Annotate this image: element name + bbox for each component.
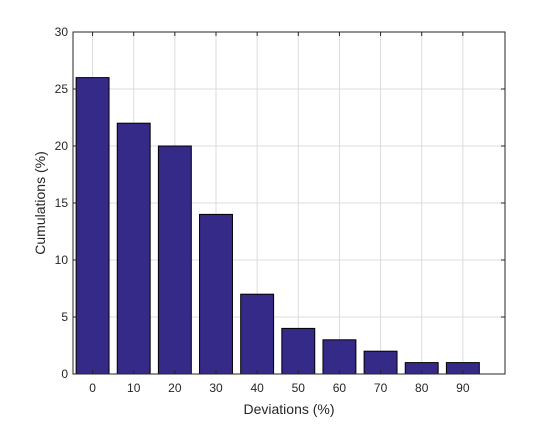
ticks: 0 5 10 15 20 25 30 0 10 20 30 40 50 60 70 80 90 (55, 25, 505, 395)
bars (75, 77, 480, 375)
bar-50 (281, 327, 316, 375)
x-tick-label: 90 (456, 381, 470, 395)
y-tick-label: 0 (61, 367, 68, 381)
y-axis-label: Cumulations (%) (32, 151, 48, 254)
y-tick-label: 5 (61, 310, 68, 324)
y-tick-label: 20 (55, 139, 69, 153)
x-tick-label: 80 (415, 381, 429, 395)
bar-30 (199, 213, 233, 375)
x-tick-label: 20 (168, 381, 182, 395)
x-tick-label: 10 (127, 381, 141, 395)
x-tick-label: 70 (374, 381, 388, 395)
x-tick-label: 40 (250, 381, 264, 395)
bar-40 (240, 293, 275, 375)
grid (73, 31, 505, 375)
y-tick-label: 25 (55, 82, 69, 96)
bar-10 (116, 122, 151, 375)
y-tick-label: 10 (55, 253, 69, 267)
x-tick-label: 60 (333, 381, 347, 395)
x-tick-label: 0 (89, 381, 96, 395)
y-tick-label: 30 (55, 25, 69, 39)
bar-0 (75, 77, 110, 375)
x-axis-label: Deviations (%) (243, 401, 334, 417)
x-tick-label: 50 (292, 381, 306, 395)
x-tick-label: 30 (209, 381, 223, 395)
y-tick-label: 15 (55, 196, 69, 210)
bar-60 (322, 339, 357, 375)
bar-20 (157, 145, 192, 375)
